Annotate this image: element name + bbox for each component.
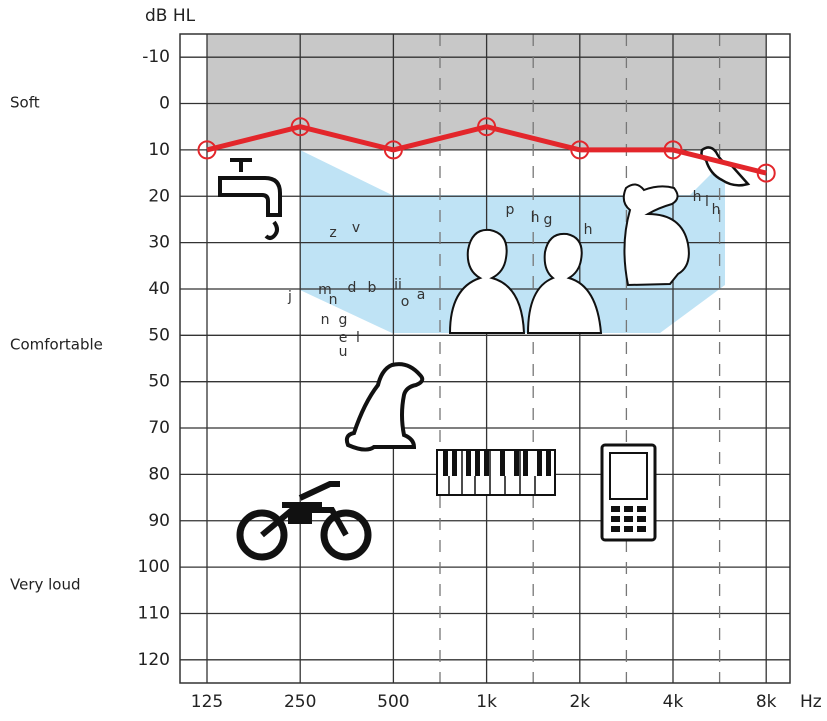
speech-sound: g — [339, 312, 348, 328]
speech-sound: u — [339, 344, 348, 360]
x-tick-label: 8k — [756, 692, 777, 712]
dog-icon — [344, 362, 425, 452]
threshold-marker — [290, 117, 310, 137]
speech-sound: a — [417, 287, 426, 303]
side-label: Comfortable — [10, 336, 103, 354]
side-label: Very loud — [10, 576, 81, 594]
threshold-marker — [756, 163, 776, 183]
y-tick-label: 10 — [148, 140, 170, 160]
piano-icon — [436, 449, 556, 496]
speech-sound: g — [544, 212, 553, 228]
speech-sound: b — [368, 280, 377, 296]
y-tick-label: 80 — [148, 464, 170, 484]
speech-sound: z — [329, 225, 336, 241]
speech-sound: h — [531, 210, 540, 226]
y-tick-label: 100 — [138, 557, 170, 577]
x-tick-label: 1k — [476, 692, 497, 712]
side-label: Soft — [10, 94, 40, 112]
people-icon — [448, 183, 690, 334]
x-axis-unit: Hz — [800, 692, 822, 712]
threshold-marker — [663, 140, 683, 160]
threshold-marker — [197, 140, 217, 160]
speech-sound: d — [348, 280, 357, 296]
y-axis-label: dB HL — [145, 6, 196, 26]
speech-sound: n — [329, 292, 338, 308]
y-tick-label: 90 — [148, 511, 170, 531]
y-tick-label: 30 — [148, 233, 170, 253]
y-tick-label: 50 — [148, 325, 170, 345]
speech-sound: l — [356, 330, 360, 346]
faucet-icon — [218, 158, 282, 240]
speech-sound: m — [318, 282, 332, 298]
speech-sound: h — [584, 222, 593, 238]
speech-sound: l — [705, 194, 709, 210]
x-tick-label: 500 — [377, 692, 409, 712]
x-tick-label: 125 — [191, 692, 223, 712]
plot-border — [179, 33, 791, 684]
threshold-marker — [570, 140, 590, 160]
y-tick-label: 0 — [159, 94, 170, 114]
speech-sound: h — [693, 189, 702, 205]
y-tick-label: -10 — [142, 47, 170, 67]
y-tick-label: 110 — [138, 603, 170, 623]
y-tick-label: 70 — [148, 418, 170, 438]
speech-sound: ii — [394, 277, 402, 293]
motorcycle-icon — [236, 481, 372, 561]
y-tick-label: 40 — [148, 279, 170, 299]
threshold-marker — [477, 117, 497, 137]
speech-sound: v — [352, 220, 360, 236]
speech-sound: n — [321, 312, 330, 328]
x-tick-label: 250 — [284, 692, 316, 712]
icons — [218, 146, 751, 561]
speech-sound: e — [339, 330, 348, 346]
x-tick-label: 2k — [569, 692, 590, 712]
y-tick-label: 50 — [148, 372, 170, 392]
speech-sound: h — [712, 202, 721, 218]
threshold-line — [206, 124, 767, 176]
speech-sound: o — [401, 294, 410, 310]
threshold-marker — [383, 140, 403, 160]
speech-sound: p — [506, 202, 515, 218]
x-tick-label: 4k — [663, 692, 684, 712]
speech-sound: j — [287, 289, 292, 305]
y-tick-label: 20 — [148, 186, 170, 206]
y-tick-label: 120 — [138, 650, 170, 670]
phone-icon — [600, 443, 657, 542]
